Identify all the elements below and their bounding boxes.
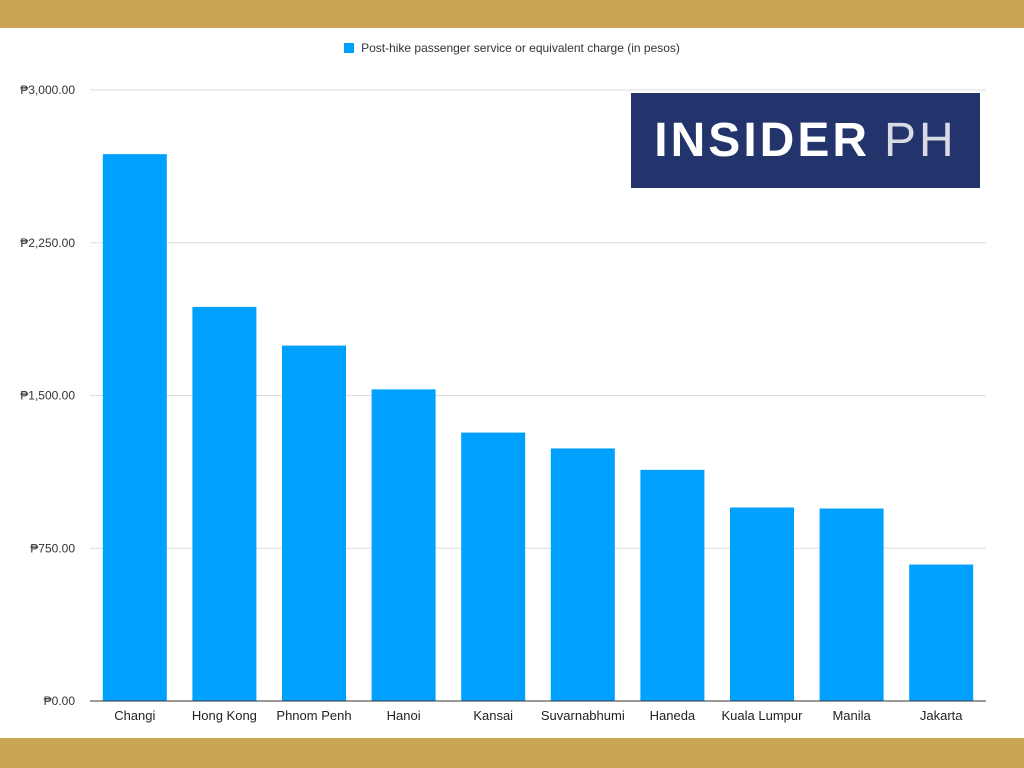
legend-swatch: [344, 43, 355, 53]
bar: [371, 389, 436, 701]
bar: [909, 564, 974, 701]
x-tick-label: Hanoi: [387, 708, 421, 723]
logo-suffix-text: PH: [884, 114, 957, 167]
bar: [550, 448, 615, 701]
x-tick-label: Suvarnabhumi: [541, 708, 625, 723]
y-tick-label: ₱3,000.00: [20, 83, 75, 97]
top-gold-band: [0, 0, 1024, 28]
bar: [282, 345, 346, 701]
y-tick-label: ₱2,250.00: [20, 236, 75, 250]
x-tick-label: Changi: [114, 708, 155, 723]
bottom-gold-band: [0, 738, 1024, 768]
bar: [102, 154, 167, 701]
x-tick-label: Phnom Penh: [276, 708, 351, 723]
y-tick-label: ₱750.00: [30, 541, 75, 555]
y-tick-label: ₱0.00: [44, 694, 76, 708]
x-tick-label: Haneda: [650, 708, 696, 723]
chart-legend: Post-hike passenger service or equivalen…: [0, 41, 1024, 55]
x-tick-label: Jakarta: [920, 708, 963, 723]
bar: [461, 432, 526, 701]
bar: [819, 508, 884, 701]
bar: [730, 507, 794, 701]
bar: [640, 469, 705, 701]
x-tick-label: Manila: [832, 708, 871, 723]
legend-label: Post-hike passenger service or equivalen…: [361, 41, 680, 55]
y-tick-label: ₱1,500.00: [20, 389, 75, 403]
x-tick-label: Kuala Lumpur: [722, 708, 804, 723]
x-tick-label: Kansai: [473, 708, 513, 723]
logo-main-text: INSIDER: [654, 114, 870, 167]
insider-ph-logo: INSIDER PH: [631, 93, 980, 188]
bar: [192, 306, 257, 701]
x-tick-label: Hong Kong: [192, 708, 257, 723]
